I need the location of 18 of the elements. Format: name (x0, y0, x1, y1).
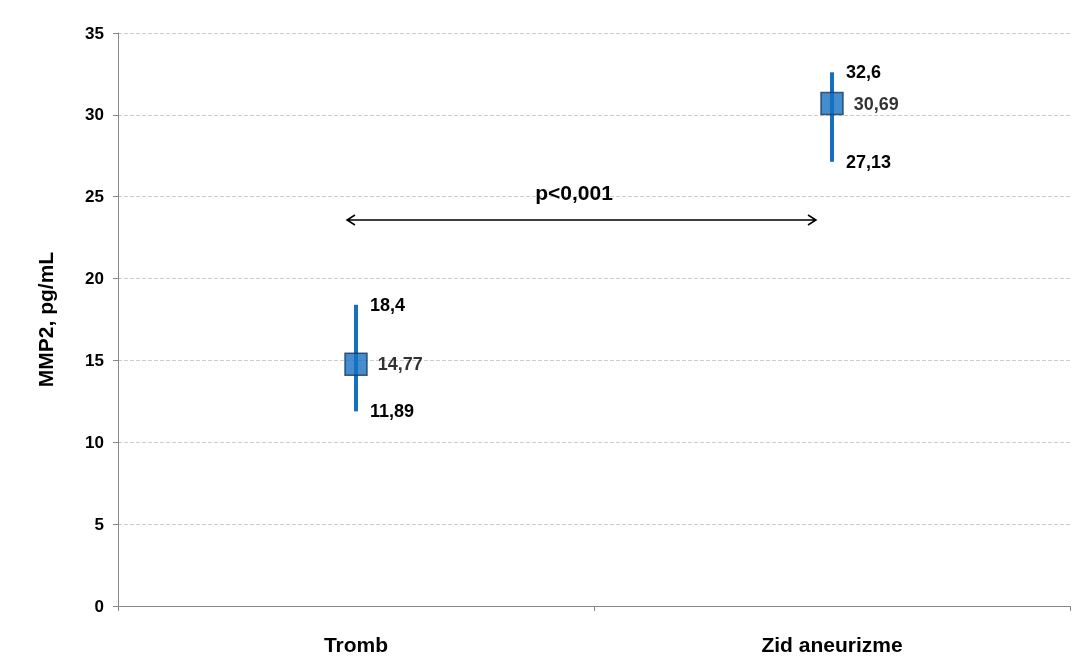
annotation: 11,89 (370, 401, 415, 422)
data-label: 14,77 (377, 354, 423, 375)
y-tick-label: 20 (85, 269, 104, 289)
x-tick-label: Tromb (323, 633, 389, 656)
y-tick-label: 35 (85, 23, 104, 43)
annotation: 18,4 (370, 294, 406, 315)
y-axis-title: MMP2, pg/mL (34, 251, 57, 388)
y-tick-label: 10 (85, 432, 104, 452)
x-tick-label: Zid aneurizme (761, 633, 903, 656)
annotation: p<0,001 (535, 180, 614, 204)
y-tick-label: 5 (94, 514, 104, 534)
y-tick-label: 30 (85, 105, 104, 125)
annotation: 32,6 (846, 62, 882, 83)
y-tick-label: 25 (85, 187, 104, 207)
annotation: 27,13 (846, 151, 892, 172)
y-tick-label: 0 (94, 596, 104, 616)
y-tick-label: 15 (85, 350, 104, 370)
data-label: 30,69 (853, 93, 899, 114)
